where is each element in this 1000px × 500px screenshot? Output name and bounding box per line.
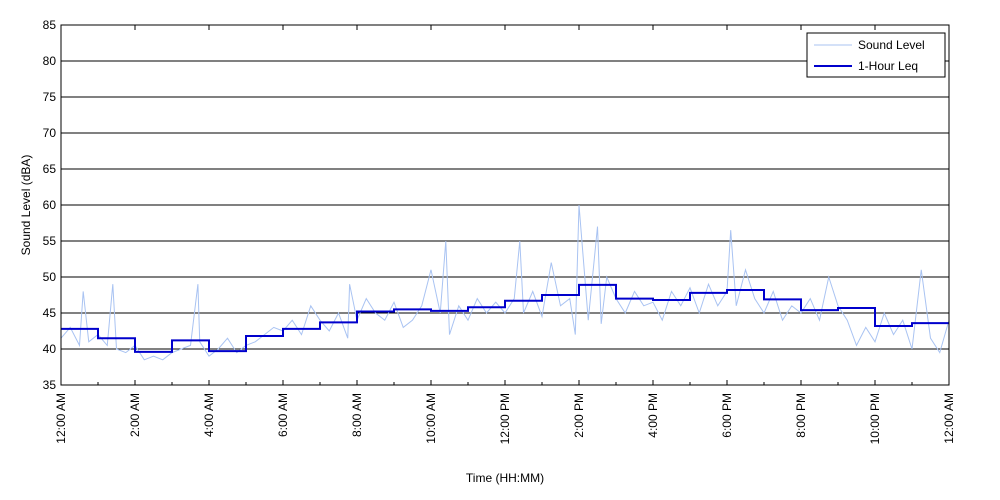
y-tick-label: 75 [43,90,57,104]
y-tick-label: 60 [43,198,57,212]
x-tick-label: 6:00 PM [720,393,734,438]
x-tick-label: 2:00 PM [572,393,586,438]
y-tick-label: 45 [43,306,57,320]
x-tick-label: 10:00 PM [868,393,882,444]
y-tick-label: 80 [43,54,57,68]
series-line-1-hour-leq [61,283,949,353]
y-tick-label: 40 [43,342,57,356]
y-axis-ticks: 35 40 45 50 55 60 65 70 75 80 85 [43,18,949,392]
x-axis-ticks: 12:00 AM 2:00 AM 4:00 AM 6:00 AM 8:00 AM 10:0… [54,25,956,444]
y-tick-label: 35 [43,378,57,392]
x-tick-label: 6:00 AM [276,393,290,437]
x-tick-label: 4:00 PM [646,393,660,438]
x-axis-title: Time (HH:MM) [466,471,544,485]
x-tick-label: 8:00 PM [794,393,808,438]
legend-label-1-hour-leq: 1-Hour Leq [858,59,918,73]
x-tick-label: 2:00 AM [128,393,142,437]
x-tick-label: 4:00 AM [202,393,216,437]
y-tick-label: 85 [43,18,57,32]
y-tick-label: 50 [43,270,57,284]
chart-legend: Sound Level 1-Hour Leq [806,32,946,78]
x-tick-label: 12:00 AM [54,393,68,444]
y-axis-title: Sound Level (dBA) [19,155,33,256]
legend-box [806,32,946,78]
y-tick-label: 65 [43,162,57,176]
x-tick-label: 12:00 PM [498,393,512,444]
y-tick-label: 55 [43,234,57,248]
series-lines [60,204,950,361]
x-tick-label: 8:00 AM [350,393,364,437]
x-tick-label: 12:00 AM [942,393,956,444]
x-tick-label: 10:00 AM [424,393,438,444]
legend-label-sound-level: Sound Level [858,38,925,52]
y-tick-label: 70 [43,126,57,140]
